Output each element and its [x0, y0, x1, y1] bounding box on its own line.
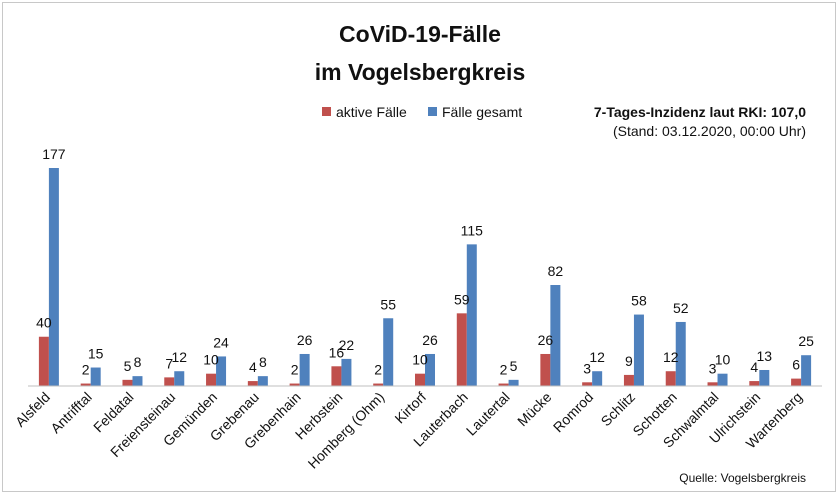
value-label-total-grebenhain: 26 — [297, 332, 313, 348]
value-label-active-feldatal: 5 — [124, 358, 132, 374]
value-label-active-freiensteinau: 7 — [165, 355, 173, 371]
bar-total-grebenhain — [299, 353, 310, 386]
value-label-total-kirtorf: 26 — [422, 332, 438, 348]
bar-active-schotten — [665, 371, 676, 386]
value-label-active-wartenberg: 6 — [792, 357, 800, 373]
bar-active-romrod — [582, 382, 593, 386]
value-label-total-grebenau: 8 — [259, 354, 267, 370]
value-label-active-mücke: 26 — [538, 332, 554, 348]
value-label-active-ulrichstein: 4 — [750, 359, 758, 375]
bar-active-grebenhain — [289, 383, 300, 386]
bar-active-alsfeld — [38, 336, 49, 386]
chart-title-line2: im Vogelsbergkreis — [315, 59, 526, 85]
bar-total-lauterbach — [466, 244, 477, 386]
category-label-romrod: Romrod — [550, 389, 597, 436]
bar-active-feldatal — [122, 379, 133, 386]
legend-label-total: Fälle gesamt — [442, 104, 522, 120]
value-label-active-gemünden: 10 — [203, 352, 219, 368]
bar-active-wartenberg — [791, 378, 802, 386]
category-label-kirtorf: Kirtorf — [391, 389, 429, 427]
bar-total-mücke — [550, 285, 561, 386]
bar-active-schlitz — [623, 374, 634, 386]
value-label-active-romrod: 3 — [583, 360, 591, 376]
bar-total-antrifftal — [90, 367, 101, 386]
value-label-total-freiensteinau: 12 — [171, 349, 187, 365]
bar-active-ulrichstein — [749, 381, 760, 386]
bar-active-grebenau — [247, 381, 258, 386]
value-label-active-grebenau: 4 — [249, 359, 257, 375]
bar-total-herbstein — [341, 358, 352, 386]
source-note: Quelle: Vogelsbergkreis — [679, 471, 806, 485]
value-label-total-schwalmtal: 10 — [715, 352, 731, 368]
category-label-mücke: Mücke — [514, 389, 555, 430]
value-label-total-wartenberg: 25 — [798, 333, 814, 349]
legend: aktive Fälle Fälle gesamt — [322, 104, 522, 120]
category-label-homberg-ohm: Homberg (Ohm) — [305, 389, 388, 472]
value-label-active-alsfeld: 40 — [36, 315, 52, 331]
value-label-total-lautertal: 5 — [510, 358, 518, 374]
category-label-antrifftal: Antrifftal — [47, 389, 94, 436]
bar-active-lautertal — [498, 383, 509, 386]
value-label-total-feldatal: 8 — [134, 354, 142, 370]
value-label-active-grebenhain: 2 — [291, 362, 299, 378]
bar-active-freiensteinau — [164, 377, 175, 386]
bar-total-freiensteinau — [174, 371, 185, 386]
value-label-active-antrifftal: 2 — [82, 362, 90, 378]
value-label-total-herbstein: 22 — [339, 337, 355, 353]
bar-total-schotten — [675, 321, 686, 386]
value-label-total-schotten: 52 — [673, 300, 689, 316]
bar-active-homberg-ohm — [373, 383, 384, 386]
value-label-total-antrifftal: 15 — [88, 346, 104, 362]
bar-total-schwalmtal — [717, 373, 728, 386]
bar-total-romrod — [592, 371, 603, 386]
value-label-active-schotten: 12 — [663, 349, 679, 365]
value-label-active-lauterbach: 59 — [454, 291, 470, 307]
value-label-active-herbstein: 16 — [329, 344, 345, 360]
bar-active-schwalmtal — [707, 382, 718, 386]
value-label-active-schwalmtal: 3 — [709, 360, 717, 376]
bar-total-homberg-ohm — [383, 318, 394, 386]
value-label-active-schlitz: 9 — [625, 353, 633, 369]
value-label-total-schlitz: 58 — [631, 293, 647, 309]
value-label-active-homberg-ohm: 2 — [374, 362, 382, 378]
bar-total-ulrichstein — [759, 369, 770, 386]
value-label-active-kirtorf: 10 — [412, 352, 428, 368]
bar-total-wartenberg — [801, 355, 812, 386]
legend-label-active: aktive Fälle — [336, 104, 407, 120]
bar-total-grebenau — [257, 376, 268, 386]
bar-active-kirtorf — [415, 373, 425, 386]
bar-total-schlitz — [633, 314, 644, 386]
bar-total-lautertal — [508, 379, 519, 386]
value-label-total-ulrichstein: 13 — [757, 348, 773, 364]
bar-active-lauterbach — [456, 313, 467, 386]
category-label-schlitz: Schlitz — [598, 389, 638, 429]
bar-active-herbstein — [331, 366, 342, 386]
bar-total-feldatal — [132, 376, 143, 386]
bar-total-alsfeld — [48, 168, 59, 386]
bar-total-kirtorf — [425, 353, 435, 386]
value-label-total-alsfeld: 177 — [42, 146, 66, 162]
bar-total-gemünden — [216, 356, 227, 386]
chart-title-line1: CoViD-19-Fälle — [339, 21, 501, 47]
category-labels-group: AlsfeldAntrifftalFeldatalFreiensteinauGe… — [12, 389, 805, 472]
value-label-total-mücke: 82 — [548, 263, 564, 279]
bar-active-mücke — [540, 353, 551, 386]
bar-active-antrifftal — [80, 383, 91, 386]
date-info: (Stand: 03.12.2020, 00:00 Uhr) — [613, 123, 806, 139]
bars-group — [38, 168, 812, 386]
value-label-active-lautertal: 2 — [500, 362, 508, 378]
value-label-total-homberg-ohm: 55 — [380, 296, 396, 312]
value-label-total-gemünden: 24 — [213, 334, 229, 350]
value-label-total-lauterbach: 115 — [461, 222, 484, 238]
incidence-info: 7-Tages-Inzidenz laut RKI: 107,0 — [594, 104, 806, 120]
value-label-total-romrod: 12 — [589, 349, 605, 365]
category-label-lautertal: Lautertal — [463, 389, 513, 439]
bar-active-gemünden — [206, 373, 217, 386]
legend-swatch-active — [322, 107, 331, 116]
category-label-alsfeld: Alsfeld — [12, 389, 53, 430]
legend-swatch-total — [428, 107, 437, 116]
